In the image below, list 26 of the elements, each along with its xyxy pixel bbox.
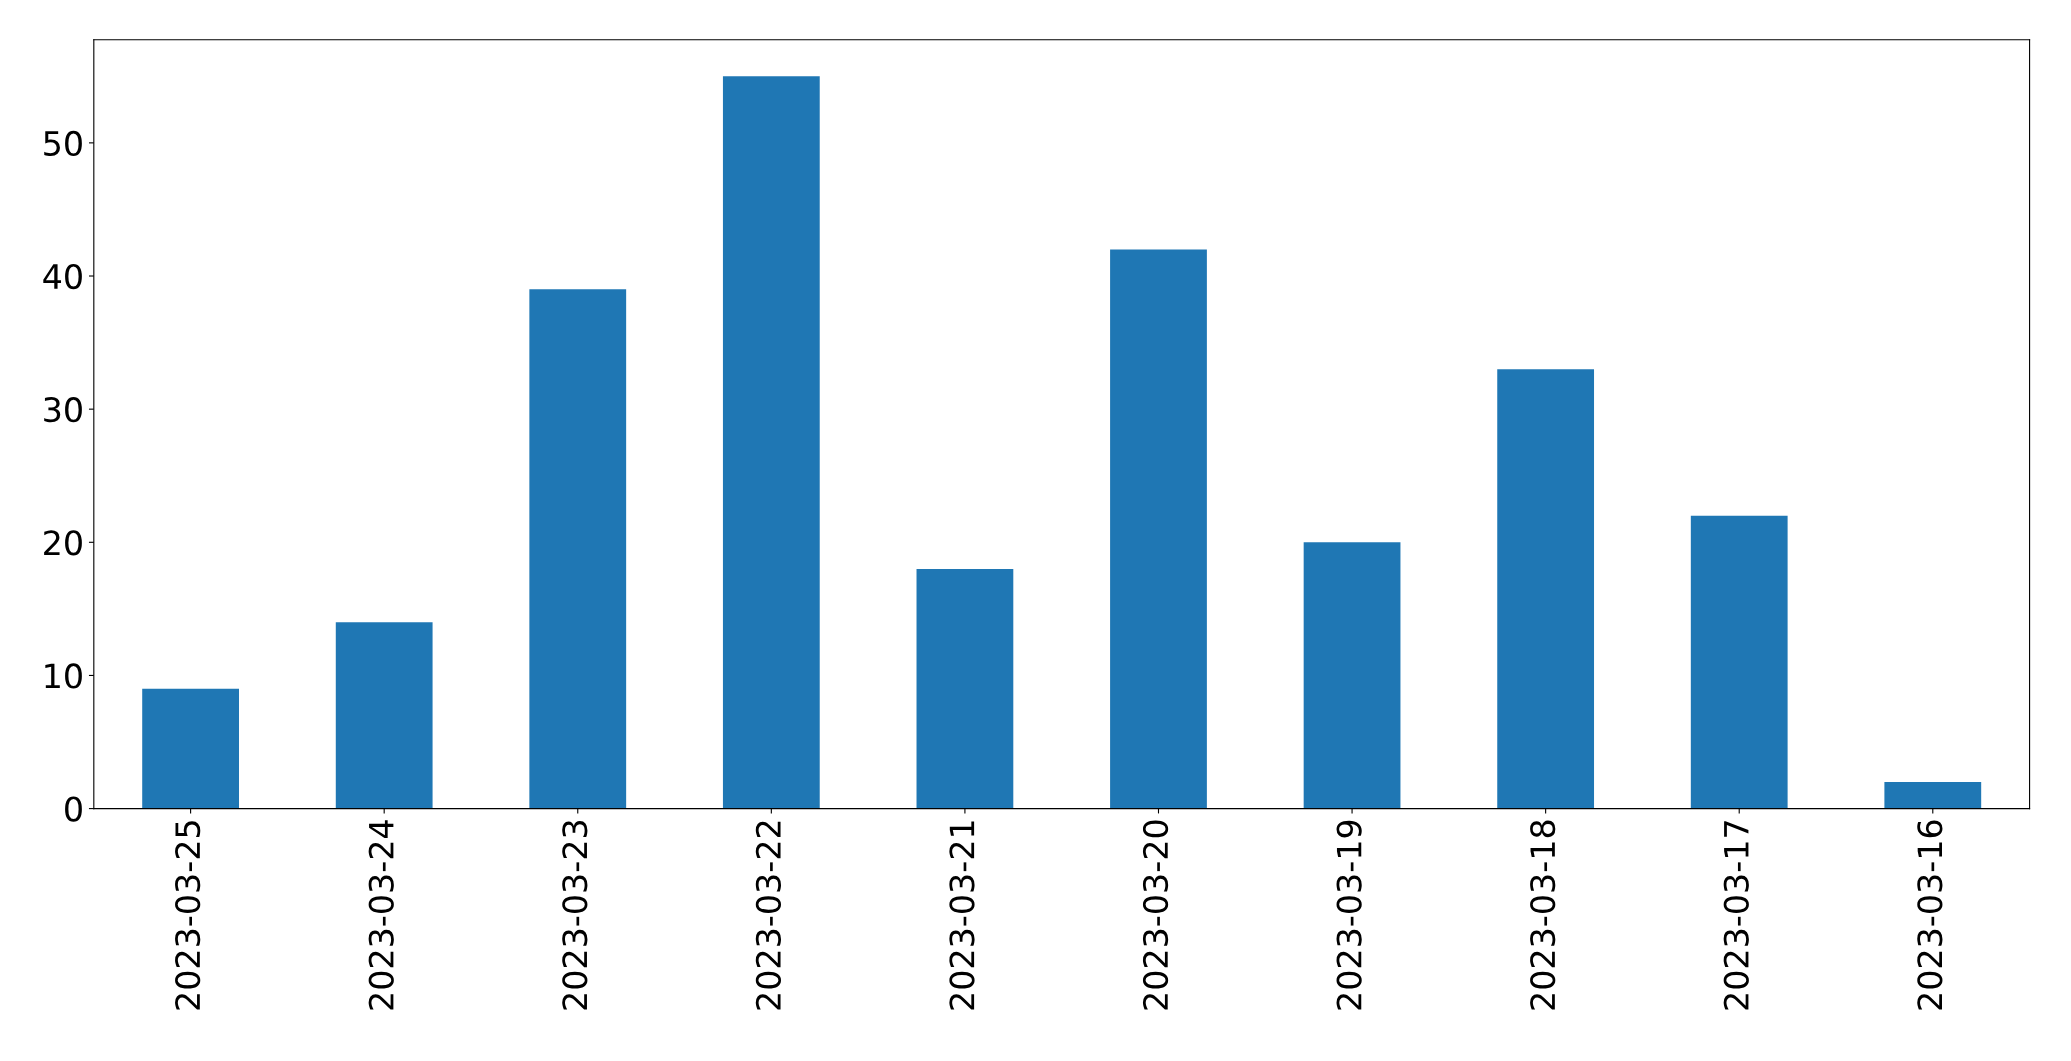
bar (335, 622, 433, 809)
x-tick-label: 2023-03-17 (1723, 821, 1749, 1010)
x-tick-label: 2023-03-24 (368, 820, 394, 1010)
bar (916, 568, 1014, 809)
x-tick-label: 2023-03-16 (1917, 820, 1943, 1010)
bar (1497, 369, 1595, 809)
x-tick-label: 2023-03-25 (175, 821, 201, 1010)
x-tick-label: 2023-03-23 (562, 820, 588, 1010)
bar (1110, 249, 1207, 809)
bar (1690, 515, 1788, 809)
x-tick-label: 2023-03-18 (1530, 820, 1556, 1010)
bar (529, 289, 627, 809)
x-tick-label: 2023-03-22 (755, 821, 782, 1010)
x-tick-label: 2023-03-21 (949, 821, 975, 1010)
y-tick-label: 40 (43, 263, 82, 290)
y-tick-label: 10 (45, 663, 82, 689)
bar (1303, 542, 1401, 809)
y-tick-label: 50 (44, 130, 82, 157)
y-tick-label: 30 (44, 397, 82, 423)
x-tick-label: 2023-03-19 (1336, 820, 1362, 1010)
bar (1884, 781, 1982, 809)
bar (722, 76, 820, 809)
y-tick-label: 20 (44, 530, 82, 556)
bar (142, 688, 239, 809)
y-tick-label: 0 (65, 796, 82, 822)
x-tick-label: 2023-03-20 (1142, 820, 1169, 1010)
